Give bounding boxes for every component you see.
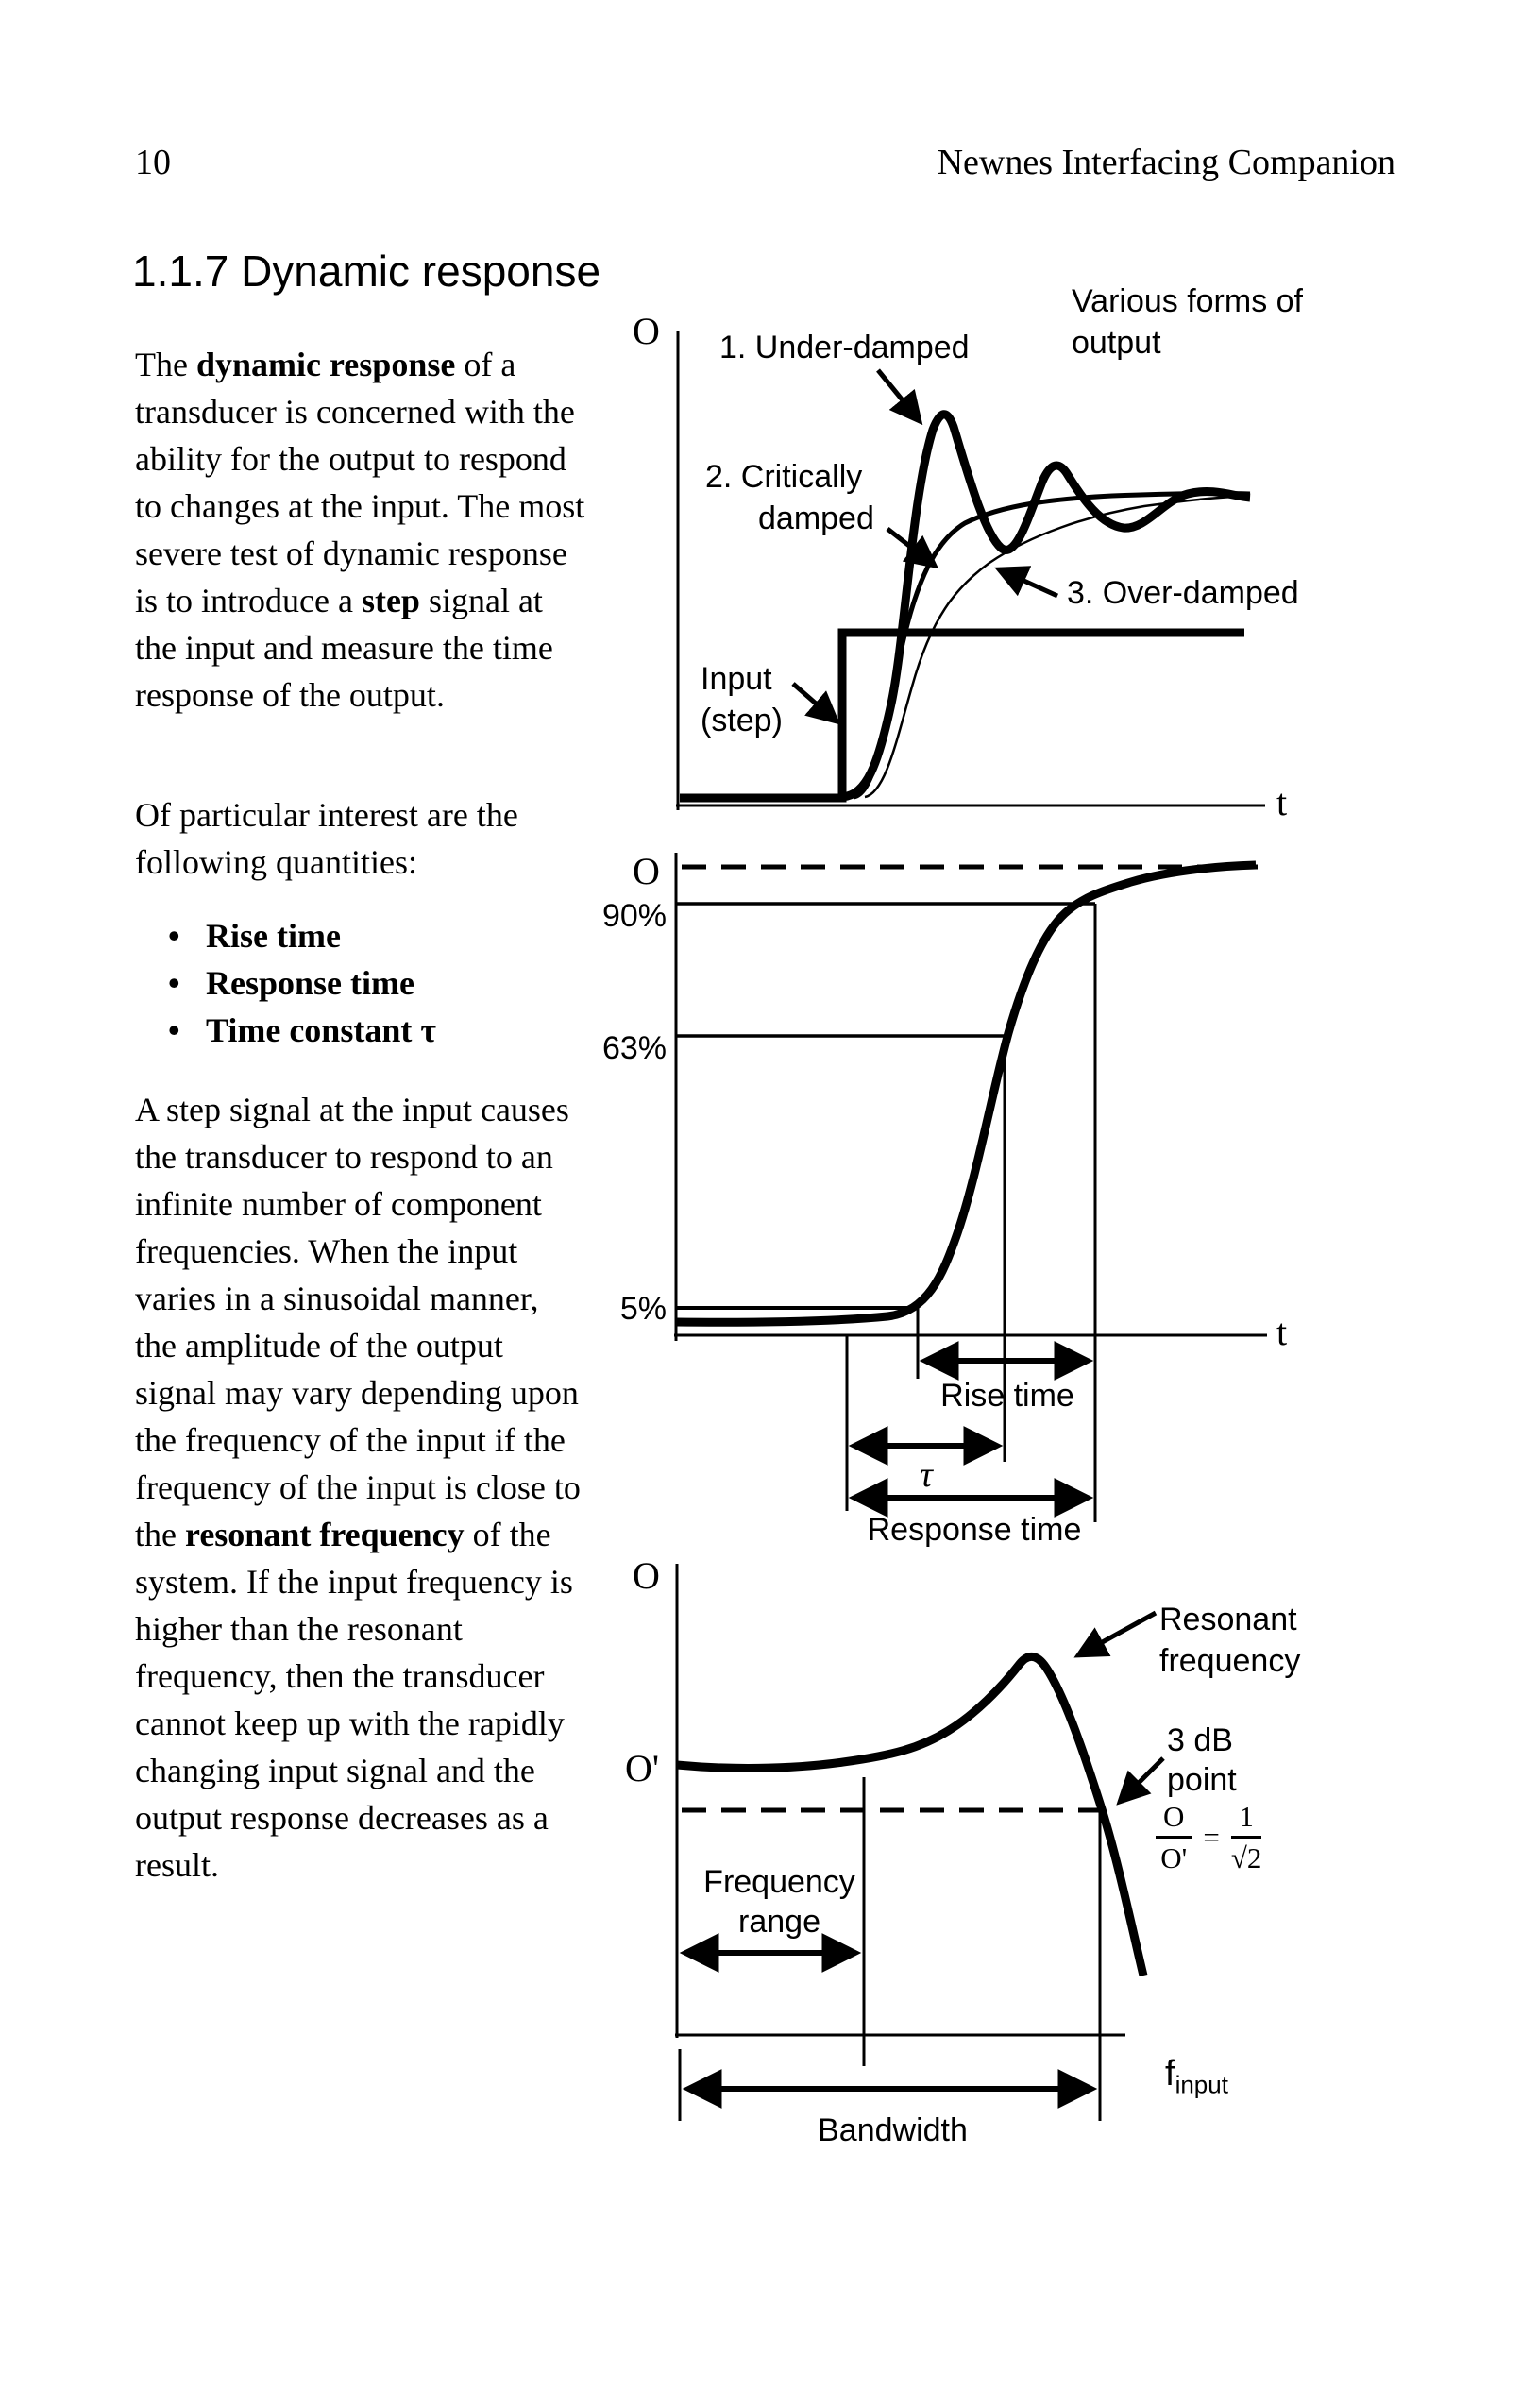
fig2-rise-time-label: Rise time (940, 1378, 1074, 1414)
fig1-over-damped-label: 3. Over-damped (1067, 575, 1299, 611)
fig3-f-subscript: input (1175, 2070, 1228, 2099)
list-item: • Rise time (168, 912, 436, 959)
quantity-list: • Rise time • Response time • Time const… (168, 912, 436, 1054)
fig1-over-damped-curve (864, 494, 1251, 799)
fig3-frequency-range-label: Frequency range (703, 1864, 855, 1940)
section-title: 1.1.7 Dynamic response (132, 246, 601, 296)
fig3-f-label: f (1165, 2054, 1175, 2094)
formula-equals: = (1203, 1821, 1220, 1854)
bullet-icon: • (168, 964, 180, 1002)
fig1-input-step-label: Input (step) (701, 661, 783, 738)
fig1-y-axis-label: O (633, 310, 660, 352)
figure-time-quantities (674, 853, 1267, 1522)
fig2-response-time-label: Response time (867, 1512, 1082, 1548)
bullet-icon: • (168, 917, 180, 955)
bullet-icon: • (168, 1011, 180, 1049)
formula-right-fraction: 1 √2 (1231, 1800, 1262, 1875)
fig1-t-axis-label: t (1276, 781, 1288, 823)
formula-denominator-Oprime: O' (1160, 1841, 1188, 1874)
fig3-bandwidth-label: Bandwidth (818, 2112, 968, 2148)
fig2-t-axis-label: t (1276, 1311, 1288, 1353)
fig3-3db-point-label: 3 dB point (1167, 1722, 1237, 1798)
fig2-90pct-label: 90% (601, 898, 667, 934)
list-item-label: Response time (206, 964, 414, 1002)
fig1-title: Various forms of output (1072, 283, 1304, 361)
page-number: 10 (135, 143, 171, 182)
fig3-3db-formula: O O' = 1 √2 (1156, 1800, 1261, 1875)
paragraph-resonance: A step signal at the input causes the tr… (135, 1091, 581, 1884)
list-item: • Response time (168, 959, 436, 1007)
list-item: • Time constant τ (168, 1007, 436, 1054)
formula-numerator-1: 1 (1231, 1800, 1261, 1839)
fig3-f-input-axis-label: finput (1165, 2013, 1228, 2097)
fig3-y-axis-label: O (633, 1554, 660, 1597)
fig1-critically-damped-label: 2. Critically damped (705, 459, 874, 536)
paragraph-of-interest: Of particular interest are the following… (135, 796, 518, 881)
paragraph-dynamic-response: The dynamic response of a transducer is … (135, 346, 585, 714)
fig1-over-damped-arrow (994, 566, 1059, 599)
formula-left-fraction: O O' (1156, 1800, 1192, 1875)
running-header: Newnes Interfacing Companion (937, 143, 1395, 182)
fig1-under-damped-label: 1. Under-damped (719, 330, 970, 365)
formula-numerator-O: O (1156, 1800, 1192, 1839)
fig1-under-damped-arrow (876, 368, 923, 426)
list-item-label: Rise time (206, 917, 341, 955)
fig3-resonant-frequency-label: Resonant frequency (1159, 1602, 1301, 1679)
fig2-output-curve (675, 860, 1257, 1327)
fig2-y-axis-label: O (633, 850, 660, 892)
fig2-tau-label: τ (920, 1455, 933, 1495)
list-item-label: Time constant τ (206, 1011, 436, 1049)
fig3-output-level-label: O' (625, 1747, 660, 1789)
fig3-3db-arrow (1116, 1756, 1165, 1806)
fig2-63pct-label: 63% (601, 1030, 667, 1066)
fig3-resonant-arrow (1073, 1610, 1158, 1658)
formula-denominator-sqrt2: √2 (1230, 1841, 1262, 1874)
figure-frequency-response (675, 1564, 1165, 2121)
fig2-5pct-label: 5% (619, 1291, 667, 1327)
